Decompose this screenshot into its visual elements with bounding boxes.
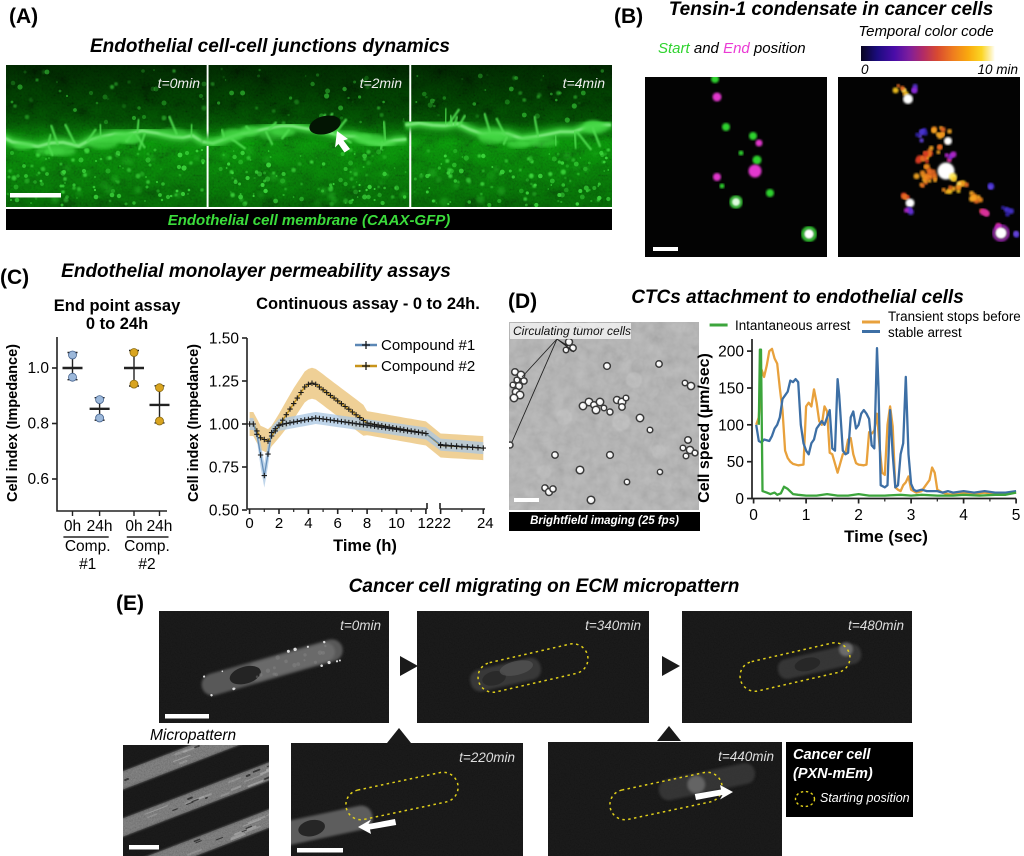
svg-text:1.50: 1.50 bbox=[209, 331, 240, 348]
svg-text:22: 22 bbox=[434, 515, 451, 532]
svg-text:Transient stops before: Transient stops before bbox=[888, 310, 1021, 324]
svg-text:1.00: 1.00 bbox=[209, 417, 240, 434]
svg-text:1: 1 bbox=[802, 507, 811, 524]
svg-text:0: 0 bbox=[245, 515, 253, 532]
svg-text:t=0min: t=0min bbox=[340, 618, 381, 633]
svg-text:#2: #2 bbox=[138, 556, 155, 573]
svg-text:t=0min: t=0min bbox=[158, 75, 201, 91]
svg-text:4: 4 bbox=[304, 515, 312, 532]
svg-text:Cell index (Impedance): Cell index (Impedance) bbox=[5, 344, 21, 502]
svg-text:#1: #1 bbox=[79, 556, 96, 573]
svg-text:1.0: 1.0 bbox=[27, 360, 49, 377]
svg-text:4: 4 bbox=[959, 507, 968, 524]
svg-text:Comp.: Comp. bbox=[65, 538, 111, 555]
svg-text:3: 3 bbox=[907, 507, 916, 524]
svg-text:0.50: 0.50 bbox=[209, 503, 240, 520]
svg-text:Continuous assay - 0 to 24h.: Continuous assay - 0 to 24h. bbox=[256, 295, 480, 313]
svg-text:0h: 0h bbox=[125, 518, 142, 535]
svg-text:0: 0 bbox=[749, 507, 758, 524]
svg-text:1.25: 1.25 bbox=[209, 374, 239, 391]
svg-text:Intantaneous arrest: Intantaneous arrest bbox=[735, 318, 851, 333]
svg-text:2: 2 bbox=[275, 515, 283, 532]
svg-text:t=340min: t=340min bbox=[585, 618, 641, 633]
svg-text:24h: 24h bbox=[147, 518, 173, 535]
svg-text:8: 8 bbox=[363, 515, 371, 532]
svg-text:0.6: 0.6 bbox=[27, 471, 49, 488]
svg-text:End point assay: End point assay bbox=[54, 297, 181, 315]
svg-text:12: 12 bbox=[418, 515, 435, 532]
svg-text:0h: 0h bbox=[64, 518, 81, 535]
svg-text:0.75: 0.75 bbox=[209, 460, 239, 477]
svg-text:200: 200 bbox=[718, 344, 744, 361]
svg-text:150: 150 bbox=[718, 381, 744, 398]
svg-text:50: 50 bbox=[727, 454, 745, 471]
svg-text:0: 0 bbox=[735, 491, 744, 508]
svg-text:t=440min: t=440min bbox=[718, 749, 774, 764]
svg-text:24: 24 bbox=[477, 515, 494, 532]
svg-text:Comp.: Comp. bbox=[124, 538, 170, 555]
svg-text:t=2min: t=2min bbox=[360, 75, 403, 91]
svg-text:Compound #2: Compound #2 bbox=[381, 358, 475, 375]
svg-text:10: 10 bbox=[388, 515, 405, 532]
svg-text:Cell index (Impedance): Cell index (Impedance) bbox=[186, 344, 202, 502]
svg-text:Cell speed (µm/sec): Cell speed (µm/sec) bbox=[696, 353, 713, 503]
svg-text:t=4min: t=4min bbox=[563, 75, 606, 91]
svg-text:Time (sec): Time (sec) bbox=[844, 527, 928, 546]
svg-text:t=220min: t=220min bbox=[459, 750, 515, 765]
svg-text:2: 2 bbox=[854, 507, 863, 524]
svg-text:0 to 24h: 0 to 24h bbox=[86, 315, 148, 333]
svg-text:100: 100 bbox=[718, 417, 744, 434]
svg-text:5: 5 bbox=[1012, 507, 1021, 524]
svg-text:stable arrest: stable arrest bbox=[888, 325, 962, 340]
svg-text:Circulating tumor cells: Circulating tumor cells bbox=[513, 324, 631, 338]
svg-text:6: 6 bbox=[334, 515, 342, 532]
svg-text:Compound #1: Compound #1 bbox=[381, 337, 475, 354]
svg-text:24h: 24h bbox=[87, 518, 113, 535]
svg-text:t=480min: t=480min bbox=[848, 618, 904, 633]
svg-text:0.8: 0.8 bbox=[27, 416, 49, 433]
svg-text:Time (h): Time (h) bbox=[333, 537, 397, 555]
